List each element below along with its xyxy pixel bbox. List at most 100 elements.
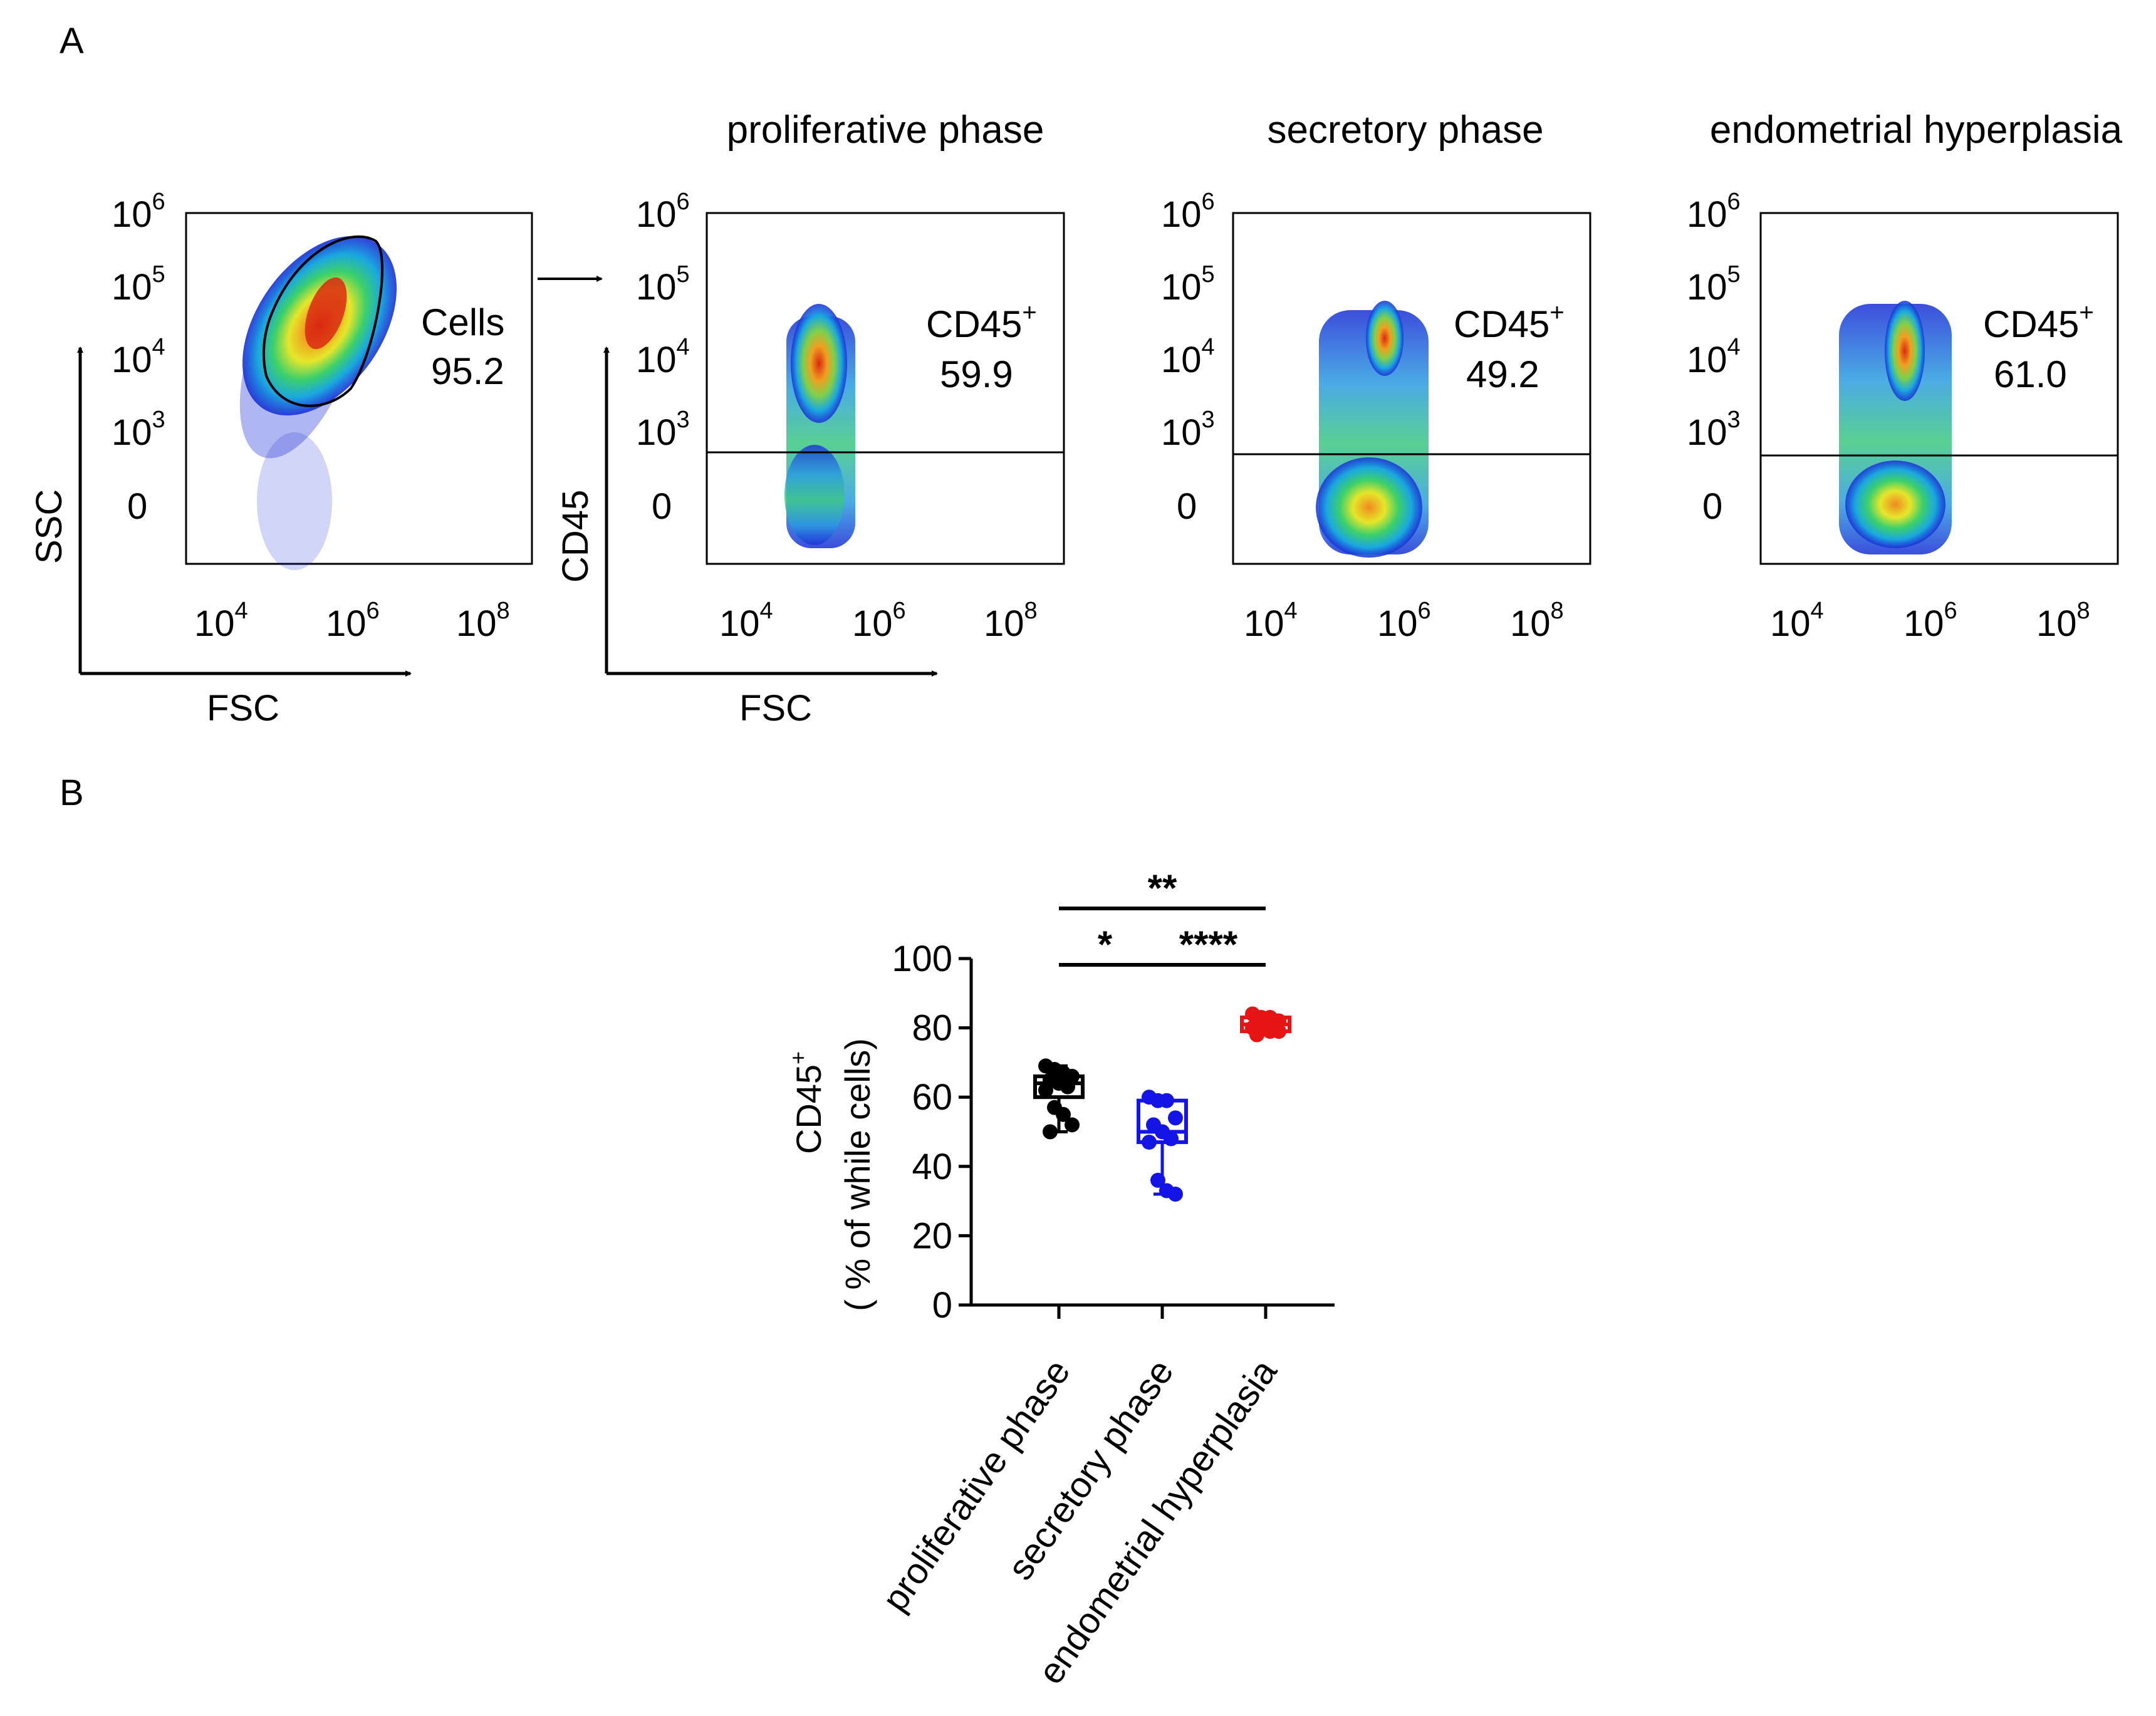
plot-title: secretory phase <box>1267 108 1543 152</box>
box-series-3: endometrial hyperplasia <box>1030 1006 1291 1692</box>
y-tick-base: 10 <box>112 412 152 453</box>
y-tick-label: 60 <box>912 1077 952 1118</box>
plot-frame <box>706 212 1065 565</box>
svg-text:103: 103 <box>1161 407 1215 453</box>
x-tick-base: 10 <box>194 603 235 644</box>
y-tick-exp: 3 <box>152 407 165 433</box>
x-ticks: 104 106 108 <box>1770 598 2090 644</box>
significance-label: **** <box>1179 923 1238 965</box>
svg-text:108: 108 <box>1510 598 1564 644</box>
svg-text:0: 0 <box>1702 486 1722 527</box>
gate-label: CD45+ <box>1454 299 1565 345</box>
svg-text:106: 106 <box>1687 189 1741 235</box>
svg-text:105: 105 <box>1687 261 1741 308</box>
svg-text:103: 103 <box>636 407 690 453</box>
y-ticks: 106 105 104 103 0 <box>1161 189 1215 527</box>
svg-text:103: 103 <box>112 407 165 453</box>
svg-text:0: 0 <box>1177 486 1197 527</box>
svg-text:105: 105 <box>636 261 690 308</box>
svg-text:108: 108 <box>2036 598 2090 644</box>
gate-value: 49.2 <box>1466 353 1539 395</box>
cd45-plot-proliferative: proliferative phase CD45+ 59.9 106 105 1… <box>555 108 1065 729</box>
gate-value: 95.2 <box>431 350 504 392</box>
y-ticks: 106 105 104 103 0 <box>1687 189 1741 527</box>
significance-label: ** <box>1148 867 1177 909</box>
data-point <box>1038 1083 1053 1098</box>
svg-text:104: 104 <box>1161 334 1215 380</box>
category-label: proliferative phase <box>875 1352 1078 1619</box>
gate-value: 61.0 <box>1994 353 2067 395</box>
svg-text:106: 106 <box>326 598 380 644</box>
gate-label: CD45+ <box>1983 299 2094 345</box>
plot-title: endometrial hyperplasia <box>1710 108 2123 152</box>
svg-text:104: 104 <box>1770 598 1824 644</box>
x-ticks: 104 106 108 <box>1244 598 1564 644</box>
data-point <box>1159 1093 1174 1108</box>
gate-y-ticks: 106 105 104 103 0 <box>112 189 165 527</box>
svg-text:0: 0 <box>652 486 672 527</box>
gate-label: CD45+ <box>926 299 1037 345</box>
y-tick-exp: 6 <box>152 189 165 215</box>
gate-plot-density <box>239 236 397 570</box>
svg-text:104: 104 <box>636 334 690 380</box>
y-tick-base: 10 <box>112 194 152 235</box>
svg-text:108: 108 <box>456 598 510 644</box>
y-tick-base: 10 <box>112 340 152 380</box>
y-ticks: 106 105 104 103 0 <box>636 189 690 527</box>
data-point <box>1056 1106 1071 1122</box>
gate-value: 59.9 <box>940 353 1013 395</box>
svg-text:0: 0 <box>127 486 147 527</box>
significance-label: * <box>1098 923 1113 965</box>
svg-text:106: 106 <box>112 189 165 235</box>
svg-text:104: 104 <box>1244 598 1298 644</box>
cd45-plot-secretory: secretory phase CD45+ 49.2 106 105 104 1… <box>1161 108 1591 644</box>
svg-text:106: 106 <box>1903 598 1957 644</box>
data-point <box>1060 1079 1075 1095</box>
svg-text:106: 106 <box>636 189 690 235</box>
panel-label-a: A <box>60 21 84 61</box>
ssc-axis-label: SSC <box>29 489 70 564</box>
gate-plot: Cells 95.2 106 105 104 103 0 104 106 108… <box>29 189 533 729</box>
data-point <box>1142 1135 1157 1150</box>
x-tick-exp: 6 <box>367 598 380 624</box>
y-axis-label: CD45+ <box>785 1051 828 1154</box>
x-tick-exp: 4 <box>235 598 248 624</box>
svg-text:104: 104 <box>1687 334 1741 380</box>
svg-text:104: 104 <box>719 598 773 644</box>
y-tick-exp: 4 <box>152 334 165 360</box>
svg-text:103: 103 <box>1687 407 1741 453</box>
svg-text:104: 104 <box>112 334 165 380</box>
cd45-plot-hyperplasia: endometrial hyperplasia CD45+ 61.0 106 1… <box>1687 108 2123 644</box>
cd45-axis-label: CD45 <box>555 490 596 583</box>
y-tick-base: 10 <box>112 267 152 308</box>
data-point <box>1168 1187 1183 1202</box>
svg-text:108: 108 <box>984 598 1038 644</box>
y-tick-label: 0 <box>932 1285 952 1326</box>
data-point <box>1168 1110 1183 1126</box>
y-tick-label: 80 <box>912 1008 952 1049</box>
x-tick-exp: 8 <box>497 598 510 624</box>
svg-text:104: 104 <box>194 598 248 644</box>
gate-x-ticks: 104 106 108 <box>194 598 510 644</box>
svg-text:106: 106 <box>1161 189 1215 235</box>
svg-text:106: 106 <box>1377 598 1431 644</box>
fsc-axis-label: FSC <box>207 688 279 729</box>
data-point <box>1271 1024 1286 1039</box>
y-axis-label-sub: ( % of while cells) <box>838 1038 877 1311</box>
x-ticks: 104 106 108 <box>719 598 1038 644</box>
data-point <box>1249 1027 1264 1043</box>
y-tick-exp: 5 <box>152 261 165 288</box>
y-tick-label: 20 <box>912 1215 952 1256</box>
cd45-box-chart: 0 20 40 60 80 100 CD45+ ( % of while cells) prol… <box>785 867 1335 1692</box>
x-tick-base: 10 <box>456 603 497 644</box>
data-point <box>1065 1117 1080 1133</box>
y-tick-label: 100 <box>892 939 952 979</box>
y-tick-base: 0 <box>127 486 147 527</box>
x-tick-base: 10 <box>326 603 367 644</box>
plot-title: proliferative phase <box>727 108 1044 152</box>
svg-text:106: 106 <box>852 598 906 644</box>
cells-gate-outline <box>262 235 383 407</box>
svg-text:105: 105 <box>1161 261 1215 308</box>
y-tick-label: 40 <box>912 1147 952 1187</box>
